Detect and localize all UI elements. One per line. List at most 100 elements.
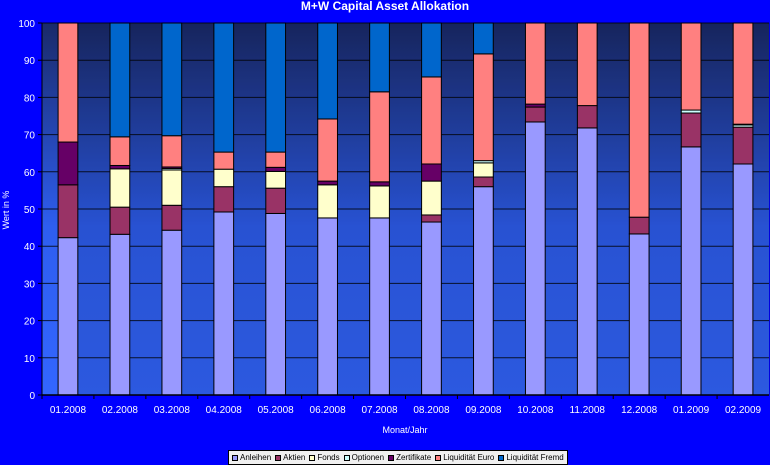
x-tick-label: 04.2008 xyxy=(206,405,243,416)
legend-swatch xyxy=(309,454,316,461)
bar-segment-zertifikate xyxy=(317,180,338,186)
column-band xyxy=(389,23,422,395)
x-tick-label: 05.2008 xyxy=(258,405,295,416)
column-band xyxy=(597,23,630,395)
y-tick-label: 0 xyxy=(29,391,35,402)
x-tick-label: 01.2008 xyxy=(50,405,87,416)
x-tick-label: 02.2009 xyxy=(725,405,762,416)
legend-label: Fonds xyxy=(317,453,340,462)
bar-segment-liquidit-t-fremd xyxy=(161,22,183,137)
x-tick-label: 10.2008 xyxy=(517,405,554,416)
bar-segment-anleihen xyxy=(109,233,131,396)
x-tick-label: 08.2008 xyxy=(413,405,450,416)
bar-segment-aktien xyxy=(109,206,131,235)
bar-segment-liquidit-t-fremd xyxy=(473,22,494,55)
bar-segment-aktien xyxy=(57,184,79,239)
legend-label: Liquidität Fremd xyxy=(506,453,564,462)
y-tick-label: 10 xyxy=(24,354,36,365)
legend-label: Aktien xyxy=(283,453,306,462)
bar-segment-liquidit-t-euro xyxy=(109,136,131,166)
bar-segment-zertifikate xyxy=(265,166,287,172)
x-tick-label: 12.2008 xyxy=(621,405,658,416)
bar-segment-liquidit-t-euro xyxy=(576,22,598,107)
bar-segment-zertifikate xyxy=(369,181,390,187)
bar-segment-aktien xyxy=(576,105,598,129)
y-tick-label: 30 xyxy=(24,279,36,290)
y-tick-label: 80 xyxy=(24,93,36,104)
bar-segment-liquidit-t-euro xyxy=(57,22,79,143)
column-band xyxy=(181,23,214,395)
bar-segment-liquidit-t-euro xyxy=(369,91,390,183)
bar-segment-anleihen xyxy=(732,163,754,396)
legend-swatch xyxy=(232,454,238,461)
legend-label: Optionen xyxy=(351,453,385,462)
bar-segment-fonds xyxy=(473,162,494,178)
column-bands xyxy=(77,23,770,395)
bar-segment-anleihen xyxy=(576,127,598,396)
x-tick-label: 01.2009 xyxy=(673,405,710,416)
x-tick-label: 09.2008 xyxy=(465,405,502,416)
column-band xyxy=(752,23,770,395)
x-tick-label: 06.2008 xyxy=(310,405,347,416)
column-band xyxy=(700,23,734,395)
chart-title: M+W Capital Asset Allokation xyxy=(300,0,470,13)
legend-label: Liquidität Euro xyxy=(443,453,495,462)
bar-segment-aktien xyxy=(732,126,754,165)
bar-segment-liquidit-t-fremd xyxy=(421,22,442,78)
y-tick-label: 60 xyxy=(24,168,36,179)
y-tick-label: 90 xyxy=(24,56,36,67)
bar-segment-aktien xyxy=(628,216,650,235)
y-tick-label: 50 xyxy=(24,205,36,216)
bar-segment-fonds xyxy=(317,184,338,219)
bar-segment-liquidit-t-fremd xyxy=(317,22,338,120)
bar-segment-anleihen xyxy=(680,146,702,396)
column-band xyxy=(545,23,578,395)
bar-segment-liquidit-t-euro xyxy=(680,22,702,111)
legend-swatch xyxy=(435,454,442,461)
legend-item: Fonds xyxy=(309,453,340,462)
bar-segment-fonds xyxy=(213,168,235,188)
column-band xyxy=(233,23,266,395)
legend-item: Aktien xyxy=(275,453,305,462)
bar-segment-aktien xyxy=(161,204,183,231)
bar-segment-fonds xyxy=(265,170,287,189)
column-band xyxy=(441,23,474,395)
x-tick-label: 11.2008 xyxy=(570,405,606,416)
column-band xyxy=(493,23,526,395)
x-tick-label: 02.2008 xyxy=(102,405,139,416)
legend-label: Zertifikate xyxy=(396,453,432,462)
bar-segment-liquidit-t-euro xyxy=(421,76,442,165)
bar-segment-liquidit-t-fremd xyxy=(109,22,131,138)
bar-segment-aktien xyxy=(213,186,235,213)
bar-segment-zertifikate xyxy=(57,141,79,186)
legend-item: Liquidität Fremd xyxy=(498,453,564,462)
bar-segment-liquidit-t-euro xyxy=(161,135,183,168)
bar-segment-zertifikate xyxy=(421,163,442,182)
legend-swatch xyxy=(343,454,350,461)
y-tick-label: 100 xyxy=(18,19,35,30)
legend-label: Anleihen xyxy=(240,453,272,462)
axes: 0 10 20 30 40 50 60 70 80 90 100 01.2008 02.2008 03.2… xyxy=(18,19,769,416)
bar-segment-liquidit-t-euro xyxy=(628,22,650,218)
bar-segment-liquidit-t-fremd xyxy=(213,22,235,153)
bar-segment-fonds xyxy=(161,169,183,206)
bar-segment-anleihen xyxy=(524,121,546,396)
bar-segment-anleihen xyxy=(213,211,235,396)
bar-segment-anleihen xyxy=(161,229,183,396)
x-axis-title: Monat/Jahr xyxy=(382,425,427,435)
legend: Anleihen Aktien Fonds Optionen Zertifikate Li… xyxy=(228,450,568,465)
y-tick-label: 70 xyxy=(24,131,36,142)
bar-segment-anleihen xyxy=(57,237,79,396)
legend-item: Zertifikate xyxy=(388,453,431,462)
bar-segment-aktien xyxy=(421,214,442,223)
y-tick-label: 20 xyxy=(24,317,36,328)
bar-segment-liquidit-t-fremd xyxy=(265,22,287,153)
legend-swatch xyxy=(498,454,505,461)
y-axis-title: Wert in % xyxy=(1,191,11,230)
bar-segment-aktien xyxy=(524,106,546,123)
bar-segment-zertifikate xyxy=(109,164,131,170)
bar-segment-liquidit-t-euro xyxy=(265,151,287,168)
bar-segment-aktien xyxy=(265,187,287,214)
bar-segment-anleihen xyxy=(421,221,442,396)
